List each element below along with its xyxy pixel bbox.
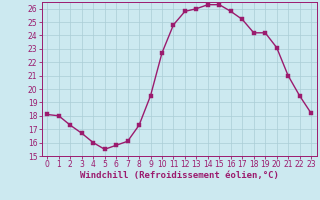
X-axis label: Windchill (Refroidissement éolien,°C): Windchill (Refroidissement éolien,°C): [80, 171, 279, 180]
